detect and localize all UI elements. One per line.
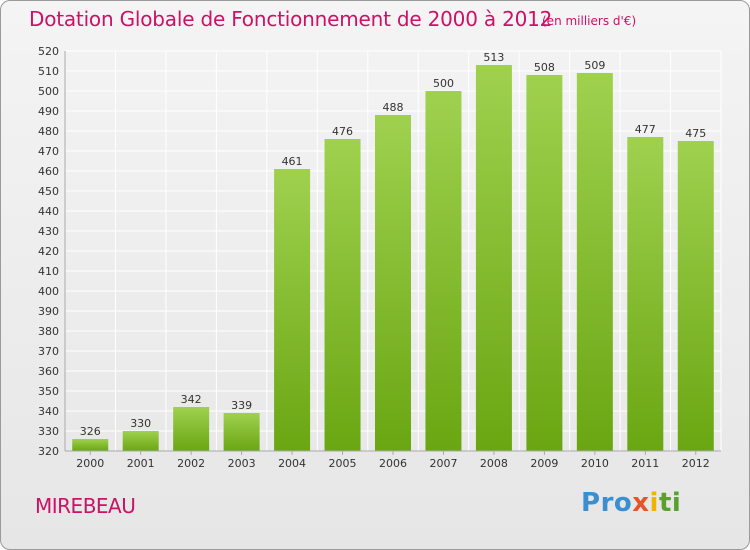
x-tick-label: 2011 xyxy=(631,457,659,470)
y-tick-label: 380 xyxy=(38,325,59,338)
y-tick-label: 500 xyxy=(38,85,59,98)
y-tick-label: 460 xyxy=(38,165,59,178)
bar-value-label: 513 xyxy=(483,51,504,64)
bar xyxy=(173,407,210,451)
x-tick-label: 2000 xyxy=(76,457,104,470)
x-tick-label: 2006 xyxy=(379,457,407,470)
y-tick-label: 330 xyxy=(38,425,59,438)
label-layer: 326 330 342 339 461 476 488 500 513 508 509 477 475 xyxy=(80,51,707,438)
y-tick-label: 360 xyxy=(38,365,59,378)
x-tick-label: 2008 xyxy=(480,457,508,470)
bar-value-label: 461 xyxy=(282,155,303,168)
x-tick-label: 2002 xyxy=(177,457,205,470)
bar-value-label: 477 xyxy=(635,123,656,136)
y-tick-label: 350 xyxy=(38,385,59,398)
y-tick-label: 520 xyxy=(38,45,59,58)
bar xyxy=(324,139,361,451)
bar-value-label: 475 xyxy=(685,127,706,140)
logo-letter: t xyxy=(658,488,672,518)
bar-value-label: 488 xyxy=(383,101,404,114)
x-tick-label: 2007 xyxy=(429,457,457,470)
x-tick-label: 2010 xyxy=(581,457,609,470)
bar xyxy=(375,115,411,451)
y-tick-label: 340 xyxy=(38,405,59,418)
x-tick-label: 2004 xyxy=(278,457,306,470)
y-tick-label: 370 xyxy=(38,345,59,358)
bar-value-label: 342 xyxy=(181,393,202,406)
y-tick-label: 420 xyxy=(38,245,59,258)
bar-value-label: 509 xyxy=(584,59,605,72)
y-tick-label: 440 xyxy=(38,205,59,218)
bar-value-label: 500 xyxy=(433,77,454,90)
x-tick-label: 2012 xyxy=(682,457,710,470)
bar xyxy=(526,75,563,451)
bar xyxy=(425,91,462,451)
x-tick-label: 2009 xyxy=(530,457,558,470)
y-tick-label: 450 xyxy=(38,185,59,198)
y-tick-label: 490 xyxy=(38,105,59,118)
y-tick-label: 400 xyxy=(38,285,59,298)
commune-name: MIREBEAU xyxy=(35,494,136,518)
x-tick-label: 2001 xyxy=(127,457,155,470)
y-tick-label: 410 xyxy=(38,265,59,278)
bar xyxy=(122,431,159,451)
proxiti-logo: Proxiti xyxy=(581,488,681,518)
bar xyxy=(576,73,613,451)
y-tick-label: 390 xyxy=(38,305,59,318)
y-tick-label: 430 xyxy=(38,225,59,238)
x-tick-label: 2005 xyxy=(329,457,357,470)
unit-label: (en milliers d'€) xyxy=(542,14,637,28)
y-tick-label: 320 xyxy=(38,445,59,458)
x-tick-label: 2003 xyxy=(228,457,256,470)
logo-letter: P xyxy=(581,488,601,518)
y-tick-label: 480 xyxy=(38,125,59,138)
bar-value-label: 330 xyxy=(130,417,151,430)
chart-title: Dotation Globale de Fonctionnement de 20… xyxy=(29,7,553,31)
bar xyxy=(627,137,664,451)
logo-letter: o xyxy=(613,488,633,518)
bar xyxy=(677,141,714,451)
bar-value-label: 339 xyxy=(231,399,252,412)
y-tick-label: 470 xyxy=(38,145,59,158)
bar xyxy=(72,439,109,451)
bar xyxy=(475,65,512,451)
bar xyxy=(223,413,260,451)
logo-letter: i xyxy=(649,488,659,518)
logo-letter: x xyxy=(632,488,650,518)
bar-value-label: 508 xyxy=(534,61,555,74)
bar-value-label: 476 xyxy=(332,125,353,138)
y-tick-label: 510 xyxy=(38,65,59,78)
axis-layer: 320 330 340 350 360 370 380 390 400 410 420 430 440 4… xyxy=(38,45,721,470)
logo-letter: r xyxy=(600,488,614,518)
bar-layer xyxy=(72,65,714,451)
logo-letter: i xyxy=(671,488,682,518)
bar-value-label: 326 xyxy=(80,425,101,438)
bar xyxy=(274,169,311,451)
